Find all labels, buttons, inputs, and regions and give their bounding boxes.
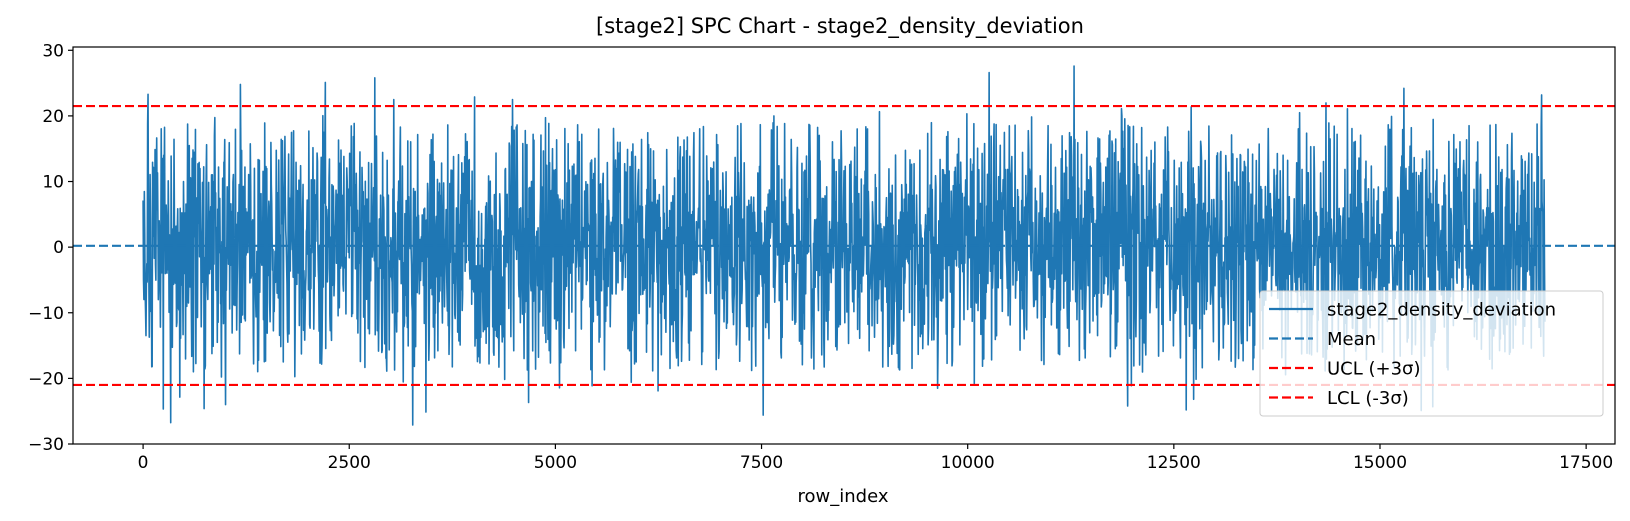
legend-entry-label: LCL (-3σ) (1327, 388, 1409, 409)
legend-entry-label: UCL (+3σ) (1327, 359, 1420, 380)
legend-entry-label: Mean (1327, 329, 1376, 350)
x-axis-label: row_index (798, 486, 889, 507)
series-line-stage2-density-deviation (142, 65, 1546, 426)
x-tick-label: 2500 (328, 453, 371, 473)
y-tick-label: −30 (28, 435, 64, 455)
y-tick-label: −10 (28, 304, 64, 324)
legend: stage2_density_deviation Mean UCL (+3σ) LCL… (1259, 290, 1604, 417)
chart-title: [stage2] SPC Chart - stage2_density_devi… (596, 14, 1084, 39)
y-tick-label: 20 (42, 107, 64, 127)
x-tick-label: 5000 (534, 453, 577, 473)
y-tick-label: 10 (42, 173, 64, 193)
x-tick-label: 7500 (740, 453, 783, 473)
legend-entry-label: stage2_density_deviation (1327, 300, 1556, 321)
x-tick-label: 17500 (1559, 453, 1613, 473)
y-tick-label: 30 (42, 41, 64, 61)
plot-frame (72, 46, 1616, 445)
axis-ticks: 0 2500 5000 7500 10000 12500 15000 17500 −30 −20 −… (28, 41, 1613, 473)
x-tick-label: 10000 (941, 453, 995, 473)
x-tick-label: 12500 (1147, 453, 1201, 473)
legend-box (1259, 290, 1604, 417)
y-tick-label: 0 (53, 238, 64, 258)
x-tick-label: 0 (138, 453, 149, 473)
y-tick-label: −20 (28, 369, 64, 389)
x-tick-label: 15000 (1353, 453, 1407, 473)
plot-area (73, 65, 1615, 426)
